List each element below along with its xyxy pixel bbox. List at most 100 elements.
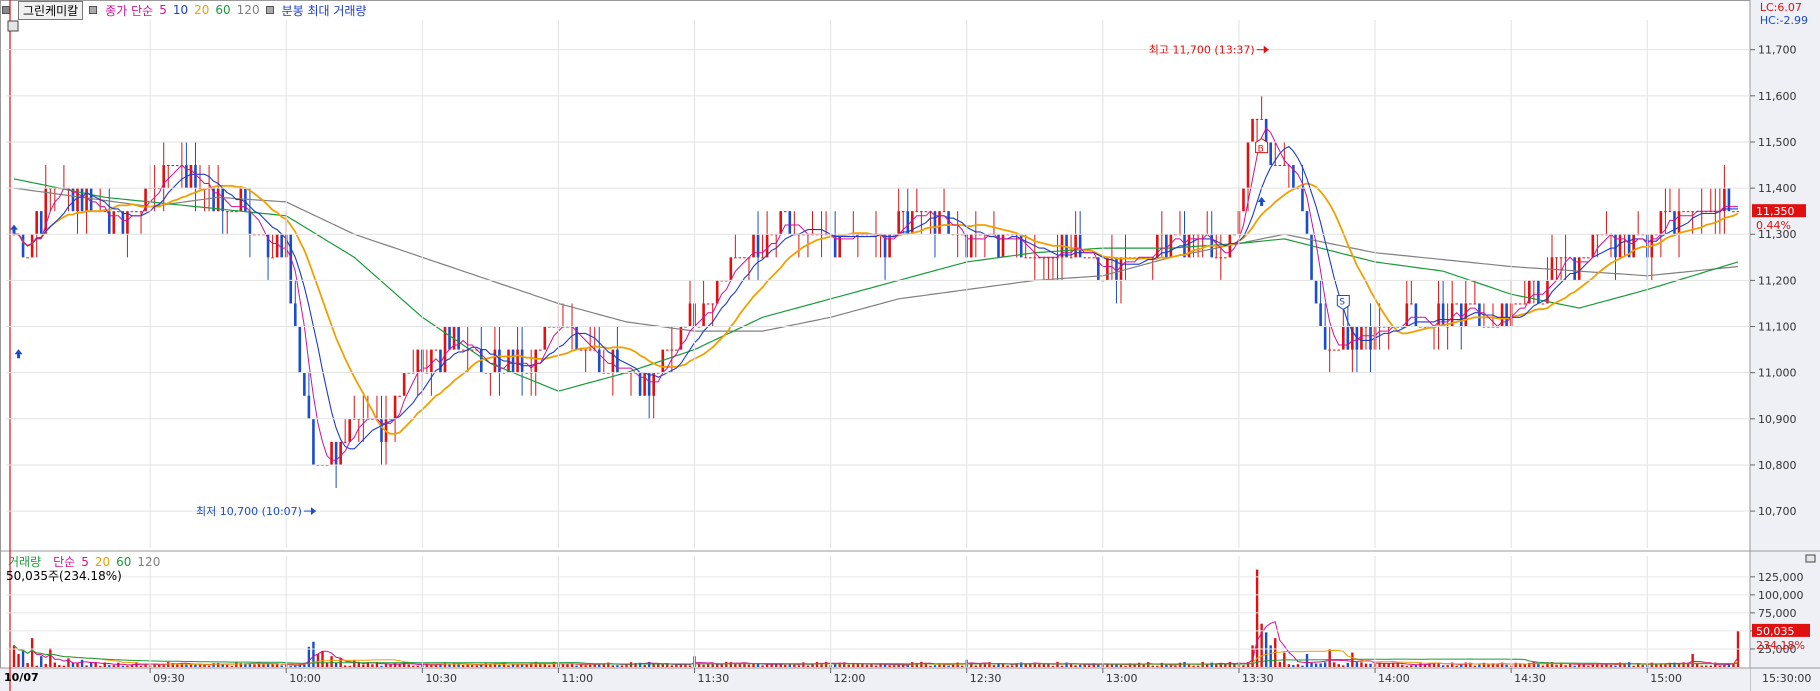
price-tick-label: 11,500 (1758, 136, 1797, 149)
price-candle (1410, 303, 1413, 305)
price-candle (271, 257, 274, 259)
volume-bar (1319, 663, 1322, 667)
volume-bar (1029, 663, 1032, 667)
price-candle (457, 326, 460, 350)
price-candle (1038, 257, 1041, 259)
price-candle (1546, 280, 1549, 304)
price-candle (1441, 303, 1445, 327)
volume-bar (1514, 662, 1517, 667)
up-arrow-icon (1257, 196, 1266, 206)
time-tick-label: 14:30 (1514, 672, 1546, 685)
volume-bar (892, 665, 896, 667)
volume-bar (824, 661, 828, 667)
volume-title[interactable]: 거래량 (8, 555, 42, 569)
volume-bar (362, 664, 365, 667)
volume-bar (666, 664, 669, 667)
volume-bar (684, 663, 687, 667)
price-candle (1668, 211, 1672, 213)
price-candle (1586, 257, 1590, 259)
volume-bar (348, 665, 351, 667)
volume-bar (80, 659, 84, 667)
price-candle (643, 372, 646, 396)
price-candle (597, 349, 601, 373)
volume-bar (121, 665, 125, 667)
high-arrow-icon (1263, 45, 1269, 54)
volume-bar (226, 664, 229, 667)
price-candle (1260, 118, 1263, 120)
volume-bar (652, 663, 655, 667)
price-candle (675, 349, 678, 351)
volume-bar (1500, 662, 1504, 667)
time-tick-label: 13:00 (1106, 672, 1138, 685)
volume-bar (44, 663, 47, 667)
price-tick-label: 11,700 (1758, 44, 1797, 57)
volume-bar (961, 665, 964, 667)
price-candle (947, 211, 950, 235)
mode-settings-icon[interactable] (265, 6, 274, 14)
volume-bar (1038, 664, 1041, 667)
price-candle (1115, 257, 1118, 281)
volume-bar (1428, 663, 1431, 667)
volume-bar (430, 664, 433, 667)
volume-bar (1523, 664, 1526, 667)
price-candle (997, 234, 1000, 258)
price-candle (1437, 303, 1440, 327)
price-candle (398, 395, 401, 397)
price-tick-label: 10,700 (1758, 505, 1797, 518)
volume-bar (933, 665, 937, 667)
time-tick-label: 15:00 (1650, 672, 1682, 685)
volume-bar (588, 663, 592, 667)
volume-ma-title[interactable]: 단순 (53, 555, 76, 569)
chart-mode[interactable]: 분봉 최대 거래량 (281, 3, 367, 18)
volume-bar (1024, 663, 1027, 667)
volume-bar (262, 664, 265, 667)
low-price-label: 최저 10,700 (10:07) (196, 505, 302, 518)
ma-settings-icon[interactable] (89, 6, 98, 14)
price-candle (652, 372, 655, 396)
volume-bar (1473, 665, 1477, 667)
volume-bar (843, 662, 846, 667)
volume-bar (1219, 663, 1222, 667)
buy-marker-label: B (1258, 145, 1264, 155)
volume-bar (1369, 663, 1372, 667)
volume-bar (35, 665, 38, 667)
volume-bar (688, 665, 692, 667)
panel-handle-icon[interactable] (2, 6, 10, 14)
price-candle (1523, 303, 1527, 305)
price-candle (1686, 211, 1690, 213)
price-candle (1024, 257, 1028, 259)
price-candle (85, 188, 88, 212)
price-candle (938, 211, 941, 235)
price-candle (280, 234, 283, 258)
volume-bar (1314, 663, 1318, 667)
volume-bar (1069, 663, 1073, 667)
ma10-label: 10 (172, 3, 189, 17)
ma60-line (13, 178, 1739, 392)
price-candle (266, 234, 270, 258)
time-tick-label: 09:30 (153, 672, 185, 685)
volume-bar (353, 660, 356, 667)
volume-bar (139, 665, 143, 667)
volume-bar (298, 664, 302, 667)
price-candle (1283, 165, 1286, 167)
price-candle (715, 280, 719, 304)
price-tick-label: 11,100 (1758, 321, 1797, 334)
stock-name[interactable]: 그린케미칼 (18, 0, 84, 20)
price-candle (1278, 165, 1282, 167)
price-panel[interactable] (12, 95, 1740, 489)
volume-panel[interactable] (12, 569, 1740, 667)
volume-bar (1636, 664, 1640, 667)
sell-marker-label: S (1339, 297, 1345, 307)
volume-bar (1623, 663, 1626, 667)
ma-title[interactable]: 종가 단순 (105, 3, 154, 18)
volume-bar (566, 664, 569, 667)
price-candle (910, 211, 914, 235)
volume-bar (643, 665, 646, 667)
price-candle (1632, 234, 1635, 258)
volume-bar (1342, 665, 1345, 667)
volume-bar (1287, 664, 1291, 667)
volume-bar (516, 664, 519, 667)
price-candle (1165, 234, 1168, 258)
volume-bar (1192, 665, 1195, 667)
volume-bar (49, 648, 52, 667)
